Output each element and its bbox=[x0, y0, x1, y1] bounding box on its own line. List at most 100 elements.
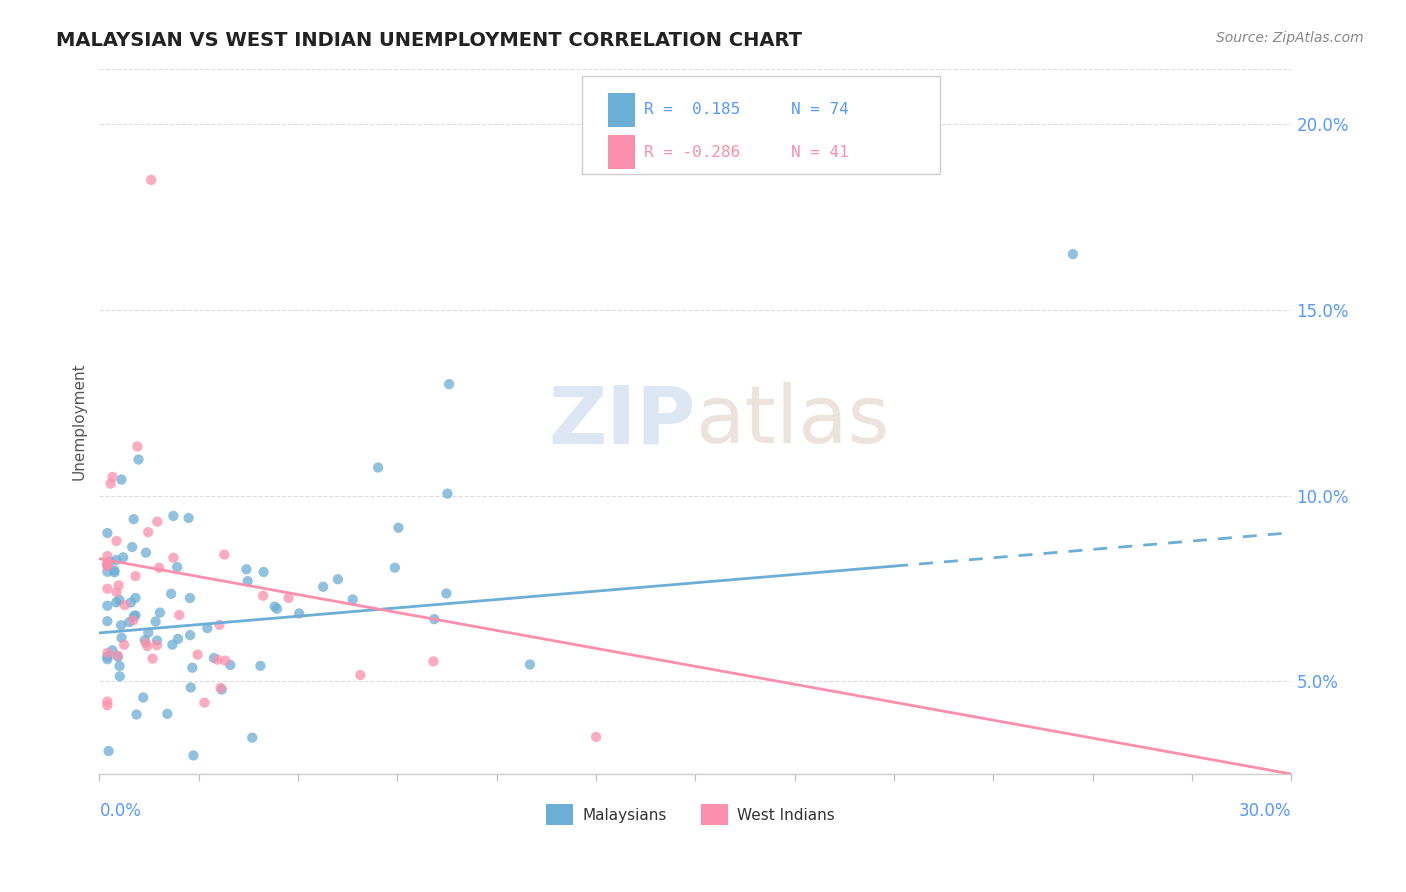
Point bbox=[207, 653, 229, 667]
Text: MALAYSIAN VS WEST INDIAN UNEMPLOYMENT CORRELATION CHART: MALAYSIAN VS WEST INDIAN UNEMPLOYMENT CO… bbox=[56, 31, 803, 50]
Point bbox=[97, 744, 120, 758]
Point bbox=[96, 557, 118, 571]
Point bbox=[96, 646, 118, 660]
Text: 0.0%: 0.0% bbox=[100, 802, 142, 821]
Point bbox=[121, 540, 143, 554]
Point bbox=[135, 636, 157, 650]
Text: atlas: atlas bbox=[696, 383, 890, 460]
Point bbox=[139, 173, 162, 187]
Point bbox=[96, 649, 118, 664]
Point bbox=[252, 565, 274, 579]
Point bbox=[202, 651, 225, 665]
Point bbox=[96, 582, 118, 596]
Point bbox=[326, 572, 349, 586]
Point bbox=[519, 657, 541, 672]
Point bbox=[166, 560, 188, 574]
Point bbox=[96, 698, 118, 713]
FancyBboxPatch shape bbox=[582, 76, 939, 174]
Point bbox=[585, 730, 607, 744]
Point bbox=[118, 615, 141, 629]
Text: R = -0.286: R = -0.286 bbox=[644, 145, 741, 160]
Point bbox=[105, 595, 128, 609]
Point bbox=[142, 651, 165, 665]
Point bbox=[96, 614, 118, 628]
Bar bbox=[702, 804, 728, 825]
Point bbox=[128, 452, 150, 467]
Point bbox=[96, 599, 118, 613]
Point bbox=[124, 591, 146, 605]
Point bbox=[177, 511, 200, 525]
Point bbox=[96, 549, 118, 563]
Point bbox=[162, 550, 184, 565]
Text: ZIP: ZIP bbox=[548, 383, 696, 460]
Point bbox=[167, 608, 190, 623]
Point bbox=[96, 526, 118, 541]
Point bbox=[96, 652, 118, 666]
Point bbox=[136, 525, 159, 540]
Point bbox=[103, 566, 125, 580]
Point bbox=[100, 476, 122, 491]
Point bbox=[208, 617, 231, 632]
Point bbox=[236, 574, 259, 588]
Point bbox=[108, 669, 131, 683]
Point bbox=[122, 613, 145, 627]
Point bbox=[146, 515, 169, 529]
Point bbox=[349, 668, 371, 682]
Point bbox=[240, 731, 263, 745]
Point bbox=[437, 377, 460, 392]
Point bbox=[367, 460, 389, 475]
Point bbox=[423, 612, 446, 626]
Point bbox=[149, 606, 172, 620]
Point bbox=[219, 657, 242, 672]
Point bbox=[105, 553, 128, 567]
Point bbox=[193, 696, 215, 710]
Point bbox=[96, 557, 118, 571]
Point bbox=[195, 621, 218, 635]
Point bbox=[124, 569, 146, 583]
Point bbox=[342, 592, 364, 607]
Point bbox=[136, 639, 159, 653]
Point bbox=[103, 563, 125, 577]
Text: Malaysians: Malaysians bbox=[582, 808, 666, 823]
Point bbox=[98, 554, 121, 568]
Point bbox=[277, 591, 299, 605]
Text: N = 41: N = 41 bbox=[790, 145, 849, 160]
Point bbox=[96, 559, 118, 574]
Point bbox=[214, 654, 236, 668]
Point bbox=[127, 440, 149, 454]
Point bbox=[110, 618, 132, 632]
Point bbox=[214, 548, 236, 562]
Point bbox=[135, 546, 157, 560]
Point bbox=[105, 648, 128, 663]
Text: Source: ZipAtlas.com: Source: ZipAtlas.com bbox=[1216, 31, 1364, 45]
Point bbox=[122, 512, 145, 526]
Point bbox=[96, 558, 118, 572]
Point bbox=[96, 695, 118, 709]
Point bbox=[96, 565, 118, 579]
Point bbox=[110, 631, 132, 645]
Point bbox=[105, 533, 128, 548]
Point bbox=[134, 633, 156, 648]
Point bbox=[263, 599, 285, 614]
Point bbox=[387, 521, 409, 535]
Point bbox=[179, 591, 201, 605]
Text: 30.0%: 30.0% bbox=[1239, 802, 1292, 821]
Point bbox=[105, 585, 128, 599]
Point bbox=[124, 608, 146, 623]
Point bbox=[384, 560, 406, 574]
Point bbox=[162, 638, 184, 652]
Point bbox=[312, 580, 335, 594]
Point bbox=[187, 648, 209, 662]
Point bbox=[162, 508, 184, 523]
Point bbox=[136, 625, 159, 640]
Point bbox=[288, 607, 311, 621]
Point bbox=[434, 586, 457, 600]
Point bbox=[120, 595, 142, 609]
Bar bbox=[609, 93, 634, 127]
Point bbox=[122, 609, 145, 624]
Point bbox=[422, 654, 444, 668]
Point bbox=[179, 628, 201, 642]
Point bbox=[209, 681, 232, 695]
Point bbox=[1062, 247, 1084, 261]
Bar bbox=[609, 135, 634, 169]
